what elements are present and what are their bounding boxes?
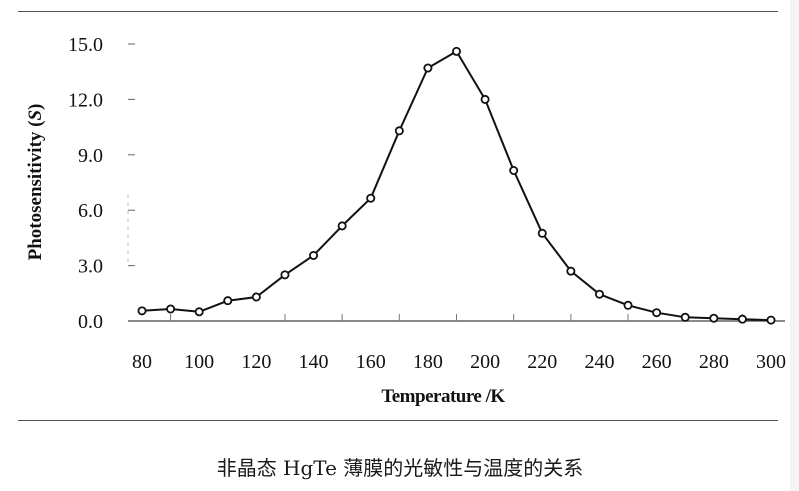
data-point-marker bbox=[566, 266, 576, 276]
data-point-marker bbox=[366, 193, 376, 203]
x-tick-label: 160 bbox=[356, 351, 386, 373]
data-point-marker bbox=[509, 165, 519, 175]
y-axis: 0.0 3.0 6.0 9.0 12.0 15.0 bbox=[68, 34, 135, 333]
data-point-marker bbox=[652, 308, 662, 318]
figure-top-rule bbox=[18, 11, 778, 12]
data-point-marker bbox=[223, 296, 233, 306]
x-tick-label: 240 bbox=[584, 351, 614, 373]
data-point-marker bbox=[423, 63, 433, 73]
data-point-marker bbox=[137, 306, 147, 316]
x-tick-label: 80 bbox=[132, 351, 152, 373]
x-tick-label: 220 bbox=[527, 351, 557, 373]
x-tick-label: 140 bbox=[299, 351, 329, 373]
data-point-marker bbox=[251, 292, 261, 302]
x-axis: 80 100 120 140 160 180 200 220 240 260 280 300 bbox=[128, 314, 786, 373]
data-line bbox=[141, 50, 772, 322]
data-point-marker bbox=[309, 250, 319, 260]
figure-bottom-rule bbox=[18, 420, 778, 421]
data-point-marker bbox=[537, 228, 547, 238]
x-tick-label: 260 bbox=[642, 351, 672, 373]
x-tick-label: 120 bbox=[241, 351, 271, 373]
data-point-marker bbox=[737, 314, 747, 324]
x-tick-label: 280 bbox=[699, 351, 729, 373]
y-tick-label: 3.0 bbox=[78, 256, 103, 278]
y-tick-label: 15.0 bbox=[68, 34, 103, 56]
x-tick-label: 200 bbox=[470, 351, 500, 373]
y-tick-label: 0.0 bbox=[78, 311, 103, 333]
data-point-marker bbox=[680, 312, 690, 322]
data-point-marker bbox=[337, 221, 347, 231]
x-tick-label: 180 bbox=[413, 351, 443, 373]
figure-caption: 非晶态 HgTe 薄膜的光敏性与温度的关系 bbox=[216, 456, 584, 480]
data-point-marker bbox=[394, 126, 404, 136]
x-axis-title: Temperature /K bbox=[381, 386, 505, 407]
page-right-edge bbox=[790, 0, 799, 491]
y-tick-label: 6.0 bbox=[78, 200, 103, 222]
y-axis-title: Photosensitivity (S) bbox=[25, 103, 46, 261]
y-tick-label: 12.0 bbox=[68, 89, 103, 111]
data-point-marker bbox=[709, 313, 719, 323]
data-point-marker bbox=[480, 94, 490, 104]
data-point-marker bbox=[623, 300, 633, 310]
x-tick-label: 300 bbox=[756, 351, 786, 373]
data-point-marker bbox=[280, 270, 290, 280]
data-point-marker bbox=[594, 289, 604, 299]
data-series bbox=[137, 46, 776, 325]
data-point-marker bbox=[451, 46, 461, 56]
y-tick-label: 9.0 bbox=[78, 145, 103, 167]
x-tick-label: 100 bbox=[184, 351, 214, 373]
data-point-marker bbox=[194, 307, 204, 317]
data-point-marker bbox=[766, 315, 776, 325]
data-point-marker bbox=[166, 304, 176, 314]
